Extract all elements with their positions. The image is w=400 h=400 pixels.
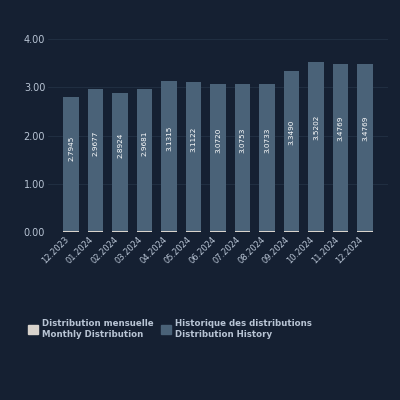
Text: 2.7945: 2.7945: [68, 136, 74, 161]
Text: 2.9677: 2.9677: [92, 131, 98, 156]
Bar: [137, 89, 152, 232]
Bar: [88, 89, 103, 232]
Text: 3.0733: 3.0733: [264, 128, 270, 153]
Bar: [64, 97, 79, 232]
Text: 3.1315: 3.1315: [166, 126, 172, 151]
Bar: [235, 84, 250, 232]
Bar: [357, 64, 372, 232]
Bar: [88, 231, 103, 232]
Bar: [112, 231, 128, 232]
Bar: [112, 93, 128, 232]
Bar: [259, 231, 274, 232]
Bar: [357, 231, 372, 232]
Bar: [186, 82, 201, 232]
Legend: Distribution mensuelle
Monthly Distribution, Historique des distributions
Distri: Distribution mensuelle Monthly Distribut…: [25, 317, 315, 342]
Text: 3.4769: 3.4769: [338, 116, 344, 141]
Bar: [284, 71, 299, 232]
Text: 3.4769: 3.4769: [362, 116, 368, 141]
Bar: [259, 84, 274, 232]
Text: 3.5202: 3.5202: [313, 114, 319, 140]
Bar: [308, 62, 324, 232]
Bar: [210, 84, 226, 232]
Bar: [162, 231, 177, 232]
Bar: [308, 231, 324, 232]
Bar: [333, 64, 348, 232]
Text: 3.3490: 3.3490: [288, 119, 294, 145]
Bar: [186, 231, 201, 232]
Bar: [235, 231, 250, 232]
Text: 2.9681: 2.9681: [142, 131, 148, 156]
Text: 3.0753: 3.0753: [240, 128, 246, 153]
Text: 2.8924: 2.8924: [117, 133, 123, 158]
Bar: [137, 231, 152, 232]
Text: 3.1122: 3.1122: [190, 126, 196, 152]
Bar: [162, 81, 177, 232]
Bar: [333, 231, 348, 232]
Bar: [64, 231, 79, 232]
Text: 3.0720: 3.0720: [215, 128, 221, 153]
Bar: [210, 231, 226, 232]
Bar: [284, 231, 299, 232]
